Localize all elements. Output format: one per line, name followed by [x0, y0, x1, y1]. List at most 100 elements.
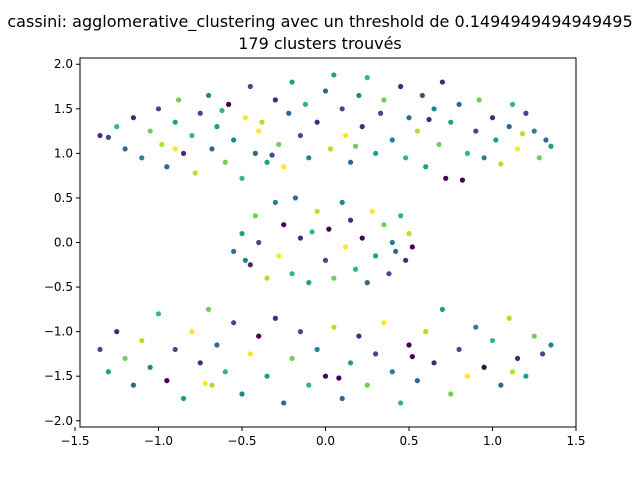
scatter-point: [406, 115, 412, 121]
scatter-point: [339, 395, 345, 402]
y-tick-label: 1.5: [54, 102, 73, 116]
scatter-point: [281, 164, 287, 170]
scatter-point: [252, 150, 258, 156]
scatter-point: [322, 88, 329, 94]
scatter-point: [175, 97, 182, 103]
scatter-point: [331, 275, 337, 281]
scatter-point: [389, 239, 395, 246]
scatter-point: [476, 97, 482, 103]
scatter-point: [548, 342, 554, 348]
scatter-point: [464, 150, 471, 156]
scatter-point: [536, 155, 542, 161]
scatter-point: [222, 369, 228, 375]
scatter-point: [209, 146, 215, 152]
scatter-point: [481, 364, 487, 370]
scatter-point: [264, 275, 270, 281]
scatter-point: [403, 257, 409, 263]
scatter-point: [314, 346, 320, 353]
scatter-point: [439, 79, 445, 85]
scatter-point: [130, 115, 137, 121]
scatter-point: [431, 360, 437, 366]
scatter-point: [309, 229, 315, 235]
scatter-point: [302, 101, 309, 107]
scatter-point: [231, 248, 237, 255]
scatter-point: [197, 110, 203, 116]
scatter-point: [114, 124, 120, 130]
scatter-point: [242, 257, 248, 263]
scatter-point: [381, 320, 387, 326]
scatter-point: [436, 141, 442, 148]
scatter-point: [172, 346, 178, 353]
scatter-point: [209, 382, 215, 388]
scatter-point: [314, 208, 320, 214]
scatter-point: [409, 244, 415, 250]
scatter-point: [172, 146, 178, 152]
scatter-point: [456, 101, 462, 107]
scatter-point: [322, 257, 329, 263]
scatter-point: [514, 146, 521, 152]
scatter-point: [443, 175, 449, 181]
scatter-point: [347, 217, 354, 223]
scatter-point: [214, 342, 220, 348]
scatter-point: [359, 124, 365, 130]
x-tick-label: −1.5: [60, 434, 89, 448]
scatter-point: [322, 373, 329, 379]
scatter-point: [272, 97, 278, 103]
scatter-point: [531, 128, 537, 134]
y-tick-label: 0.0: [54, 236, 73, 250]
scatter-point: [147, 128, 153, 134]
scatter-point: [189, 132, 195, 139]
scatter-point: [272, 315, 278, 321]
scatter-point: [306, 155, 312, 161]
scatter-point: [347, 159, 354, 165]
scatter-point: [155, 311, 162, 317]
scatter-point: [378, 110, 384, 116]
scatter-point: [180, 395, 187, 402]
scatter-point: [373, 351, 379, 357]
chart-title: cassini: agglomerative_clustering avec u…: [7, 12, 632, 32]
scatter-point: [523, 110, 529, 116]
scatter-point: [509, 101, 516, 107]
scatter-point: [276, 141, 282, 148]
scatter-point: [202, 380, 208, 386]
x-tick-label: −1.0: [144, 434, 173, 448]
scatter-point: [189, 329, 195, 335]
scatter-point: [373, 150, 379, 156]
scatter-point: [242, 115, 248, 121]
scatter-point: [226, 101, 232, 107]
chart-subtitle: 179 clusters trouvés: [238, 34, 402, 53]
scatter-point: [373, 253, 379, 259]
scatter-point: [498, 161, 504, 167]
scatter-point: [289, 271, 295, 277]
scatter-point: [105, 369, 111, 375]
scatter-point: [147, 364, 153, 370]
scatter-point: [180, 150, 187, 156]
scatter-point: [256, 333, 262, 339]
scatter-point: [342, 244, 349, 250]
scatter-point: [286, 110, 292, 116]
scatter-point: [481, 155, 487, 161]
scatter-point: [456, 346, 462, 353]
x-tick-label: 0.0: [316, 434, 335, 448]
scatter-point: [252, 213, 258, 219]
scatter-point: [331, 324, 337, 330]
scatter-point: [231, 137, 237, 143]
scatter-point: [393, 248, 399, 255]
scatter-point: [259, 119, 265, 125]
scatter-point: [297, 132, 304, 139]
scatter-point: [205, 92, 212, 99]
scatter-point: [247, 83, 253, 90]
scatter-point: [164, 378, 170, 384]
scatter-point: [364, 382, 370, 388]
scatter-point: [97, 346, 103, 353]
scatter-point: [342, 132, 349, 139]
scatter-point: [289, 355, 295, 361]
scatter-point: [247, 262, 253, 268]
scatter-point: [306, 382, 312, 388]
scatter-point: [506, 124, 512, 130]
y-tick-label: −2.0: [44, 414, 73, 428]
axes-layer: −1.5 −1.0 −0.5 0.0 0.5 1.0 1.5 −2.0 −1.5 −1.0 −0.5…: [44, 57, 586, 448]
scatter-point: [292, 195, 299, 201]
